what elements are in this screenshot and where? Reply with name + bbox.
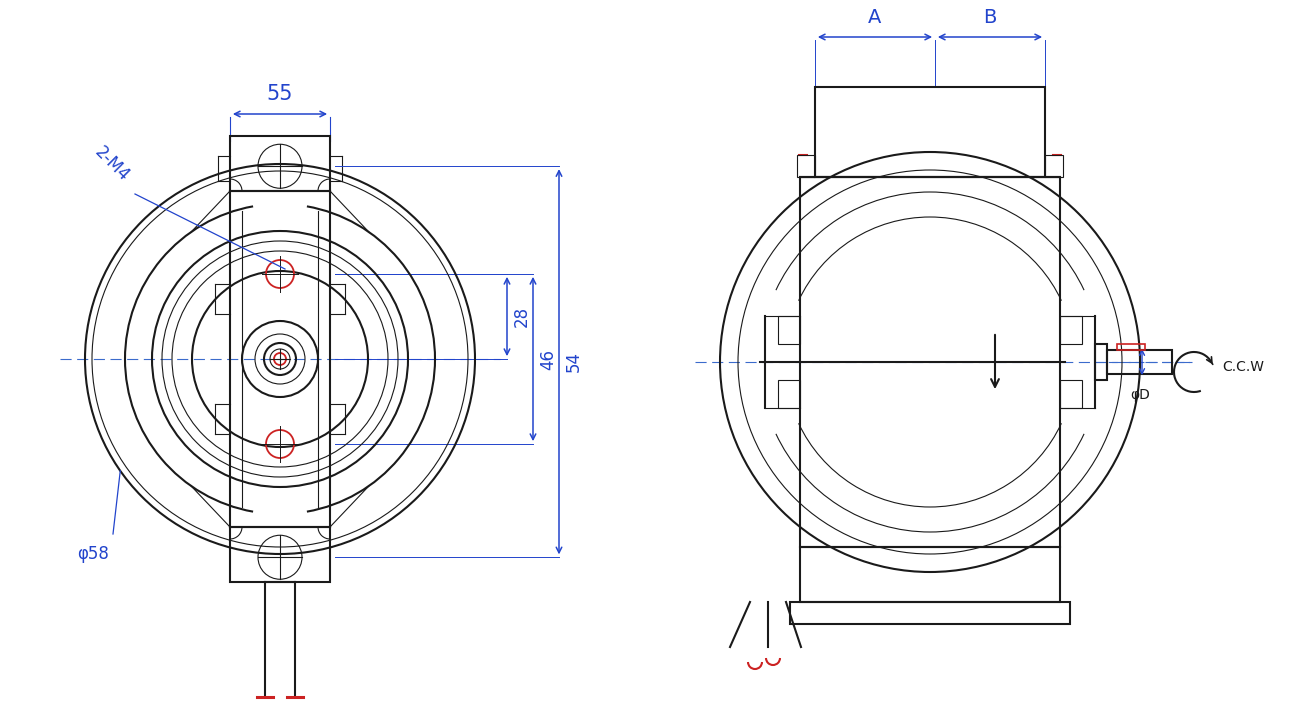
Bar	[1060, 316, 1082, 344]
Bar	[815, 87, 1045, 177]
Bar	[1117, 344, 1145, 350]
Text: 28: 28	[514, 306, 530, 327]
Text: 54: 54	[566, 351, 582, 372]
Bar	[800, 177, 1060, 547]
Bar	[1108, 350, 1173, 374]
Text: A: A	[868, 8, 881, 27]
Text: C.C.W: C.C.W	[1222, 360, 1264, 374]
Bar	[1095, 344, 1108, 380]
Text: 46: 46	[540, 348, 556, 369]
Bar	[230, 527, 330, 582]
Bar	[797, 155, 815, 177]
Bar	[1045, 155, 1063, 177]
Text: φ58: φ58	[77, 545, 109, 563]
Text: 2-M4: 2-M4	[91, 143, 133, 185]
Bar	[777, 316, 800, 344]
Bar	[1060, 380, 1082, 408]
Bar	[230, 136, 330, 191]
Text: 55: 55	[266, 84, 294, 104]
Text: φD: φD	[1130, 388, 1150, 402]
Bar	[790, 602, 1070, 624]
Bar	[800, 547, 1060, 602]
Bar	[777, 380, 800, 408]
Text: B: B	[983, 8, 997, 27]
